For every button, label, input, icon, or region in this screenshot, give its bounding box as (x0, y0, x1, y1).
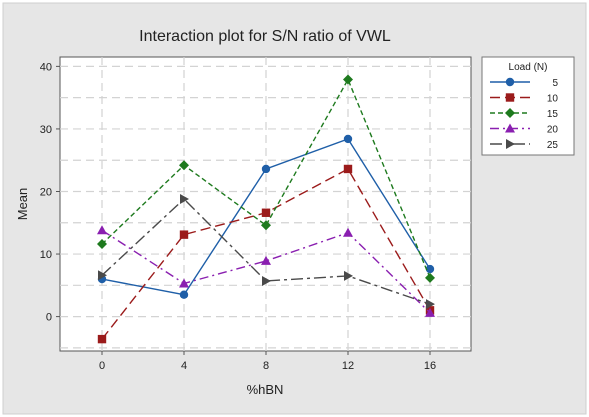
data-point (98, 270, 107, 281)
y-tick-label: 30 (40, 124, 52, 136)
y-tick-label: 10 (40, 249, 52, 261)
series-layer (97, 74, 435, 344)
data-point (425, 307, 435, 317)
data-point (344, 270, 353, 281)
legend-label: 15 (547, 109, 559, 120)
legend-box (481, 56, 575, 156)
legend-swatch-marker (505, 93, 515, 102)
legend-title: Load (N) (509, 62, 548, 73)
data-point (425, 264, 435, 274)
x-tick-label: 12 (342, 360, 354, 372)
data-point (425, 272, 435, 283)
legend-item-5: 5 (490, 77, 558, 89)
series-5 (97, 134, 435, 299)
legend-swatch-marker (505, 123, 515, 133)
y-axis-label: Mean (15, 188, 30, 221)
data-point (261, 220, 271, 231)
data-point (343, 134, 353, 144)
legend-item-25: 25 (490, 139, 558, 151)
data-point (97, 239, 107, 250)
legend-label: 25 (547, 140, 559, 151)
data-point (97, 334, 107, 344)
data-point (179, 290, 189, 299)
axes: 0 10 20 30 40 0 4 8 12 16 (40, 61, 436, 372)
data-point (426, 299, 435, 310)
y-tick-label: 20 (40, 186, 52, 198)
legend-swatch-marker (505, 77, 515, 87)
series-line (101, 77, 431, 279)
series-25 (98, 193, 435, 310)
data-point (261, 208, 271, 217)
x-tick-label: 16 (424, 360, 436, 372)
y-tick-label: 40 (40, 61, 52, 73)
data-point (343, 227, 353, 237)
data-point (179, 278, 189, 288)
data-point (180, 193, 189, 204)
series-15 (97, 74, 435, 283)
legend-item-15: 15 (490, 108, 558, 120)
legend-item-20: 20 (490, 123, 559, 136)
legend-item-10: 10 (490, 93, 559, 105)
x-axis-label: %hBN (247, 382, 284, 397)
x-tick-label: 8 (263, 360, 269, 372)
legend-swatch-marker (506, 139, 515, 149)
legend-label: 5 (552, 78, 558, 89)
legend-label: 20 (547, 125, 559, 136)
x-tick-label: 0 (99, 360, 105, 372)
data-point (343, 74, 353, 85)
legend: Load (N) 5 10 15 20 25 (481, 56, 575, 156)
data-point (179, 230, 189, 239)
series-line (101, 198, 431, 305)
series-line (101, 229, 431, 314)
y-tick-label: 0 (46, 312, 52, 324)
series-20 (97, 225, 435, 317)
data-point (343, 164, 353, 174)
data-point (261, 164, 271, 174)
x-tick-label: 4 (181, 360, 187, 372)
chart-title: Interaction plot for S/N ratio of VWL (139, 28, 391, 45)
legend-swatch-marker (505, 108, 515, 118)
data-point (179, 160, 189, 171)
legend-label: 10 (547, 94, 559, 105)
data-point (262, 275, 271, 286)
data-point (261, 255, 271, 265)
data-point (97, 225, 107, 235)
